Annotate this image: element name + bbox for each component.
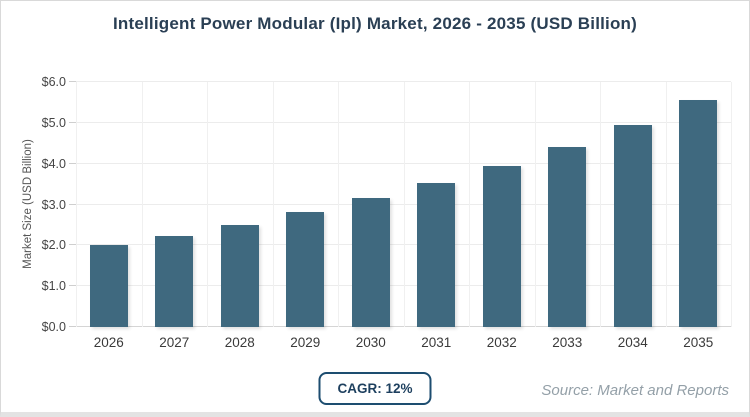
y-tick-mark	[69, 121, 76, 123]
x-tick-label-2033: 2033	[552, 335, 583, 350]
gridline-v	[534, 82, 536, 327]
y-tick-label: $0.0	[41, 320, 66, 334]
y-tick-mark	[69, 203, 76, 205]
x-tick-label-2031: 2031	[421, 335, 452, 350]
bar-2030	[351, 198, 390, 327]
bar-series	[76, 82, 731, 327]
y-tick-label: $3.0	[41, 197, 66, 212]
bar-2028	[220, 224, 259, 327]
bar-cell-2033	[535, 82, 601, 327]
y-tick-label: $2.0	[41, 238, 66, 253]
gridline-v	[731, 82, 732, 327]
gridline-v	[272, 82, 274, 327]
bar-cell-2034	[600, 82, 666, 327]
x-tick-label-2028: 2028	[224, 335, 255, 350]
plot-area: $0.0 $1.0 $2.0 $3.0 $4.0 $5.0 $6.0 2026 2027 202…	[42, 75, 732, 350]
y-tick-label: $4.0	[41, 156, 66, 171]
x-tick-label-2026: 2026	[93, 335, 124, 350]
y-tick-label: $5.0	[41, 115, 66, 130]
cagr-badge: CAGR: 12%	[318, 372, 432, 405]
y-tick-mark	[69, 244, 76, 246]
gridline-v	[76, 82, 77, 327]
bar-cell-2031	[404, 82, 470, 327]
gridline-v	[600, 82, 601, 327]
bar-2034	[613, 124, 652, 327]
bar-cell-2030	[338, 82, 404, 327]
x-tick-label-2030: 2030	[355, 335, 386, 350]
bar-2032	[482, 165, 521, 327]
bar-2026	[89, 245, 128, 327]
x-tick-label-2027: 2027	[159, 335, 190, 350]
bar-2033	[548, 146, 587, 327]
x-tick-label-2032: 2032	[486, 335, 517, 350]
gridline-h	[76, 81, 731, 82]
chart-title: Intelligent Power Modular (Ipl) Market, …	[112, 14, 638, 33]
bar-2027	[155, 235, 194, 327]
y-axis-title: Market Size (USD Billion)	[22, 139, 34, 269]
y-tick-mark	[69, 285, 76, 287]
x-axis-tick-labels: 2026 2027 2028 2029 2030 2031 2032 2033 2034 2035	[76, 335, 731, 350]
gridline-v	[338, 82, 339, 327]
bar-2029	[286, 212, 325, 327]
bar-cell-2027	[142, 82, 208, 327]
y-tick-label: $6.0	[41, 75, 66, 89]
gridline-v	[665, 82, 667, 327]
gridline-v	[403, 82, 405, 327]
x-tick-label-2035: 2035	[683, 335, 714, 350]
bar-2031	[417, 183, 456, 327]
gridline-v	[207, 82, 208, 327]
y-tick-mark	[69, 162, 76, 164]
x-tick-label-2034: 2034	[617, 335, 648, 350]
gridline-v	[469, 82, 470, 327]
y-tick-mark	[69, 326, 76, 327]
bar-cell-2032	[469, 82, 535, 327]
bar-cell-2029	[273, 82, 339, 327]
y-tick-mark	[69, 81, 76, 82]
gridline-v	[141, 82, 143, 327]
bar-cell-2035	[666, 82, 732, 327]
bar-cell-2028	[207, 82, 273, 327]
x-tick-label-2029: 2029	[290, 335, 321, 350]
y-tick-label: $1.0	[41, 279, 66, 294]
source-note: Source: Market and Reports	[541, 382, 729, 399]
bar-cell-2026	[76, 82, 142, 327]
bar-2035	[679, 100, 718, 327]
